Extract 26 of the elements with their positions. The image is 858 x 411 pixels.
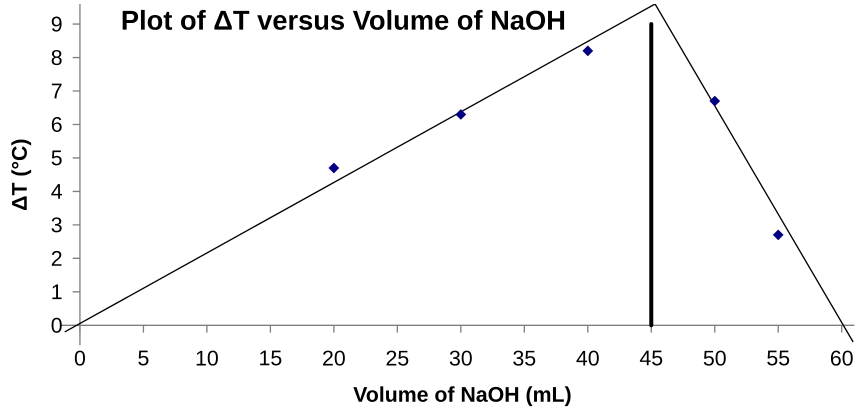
y-tick-label: 2	[52, 251, 62, 266]
x-tick-label: 5	[138, 350, 148, 366]
x-tick-label: 40	[576, 350, 599, 366]
x-tick-label: 10	[196, 350, 218, 366]
x-tick-label: 60	[830, 350, 853, 366]
y-tick-label: 5	[52, 150, 62, 166]
x-tick-label: 25	[386, 350, 408, 366]
x-tick-label: 30	[450, 350, 472, 366]
x-tick-label: 45	[640, 350, 662, 366]
x-tick-label: 20	[323, 350, 345, 366]
y-axis-title: ΔT (°C)	[11, 140, 32, 210]
y-tick-label: 1	[52, 284, 62, 300]
x-tick-label: 35	[513, 350, 536, 366]
y-tick-label: 3	[52, 218, 62, 233]
y-tick-label: 9	[52, 16, 62, 32]
y-tick-label: 6	[52, 117, 62, 132]
y-tick-label: 4	[51, 184, 62, 199]
y-tick-label: 0	[52, 318, 62, 334]
chart-title: Plot of ΔT versus Volume of NaOH	[122, 10, 564, 30]
x-tick-label: 55	[767, 350, 790, 366]
y-tick-label: 8	[52, 50, 62, 66]
x-tick-label: 50	[704, 350, 726, 366]
x-axis-title: Volume of NaOH (mL)	[353, 386, 571, 406]
x-tick-label: 0	[74, 350, 86, 366]
y-tick-label: 7	[52, 84, 62, 99]
x-tick-label: 15	[260, 350, 282, 366]
